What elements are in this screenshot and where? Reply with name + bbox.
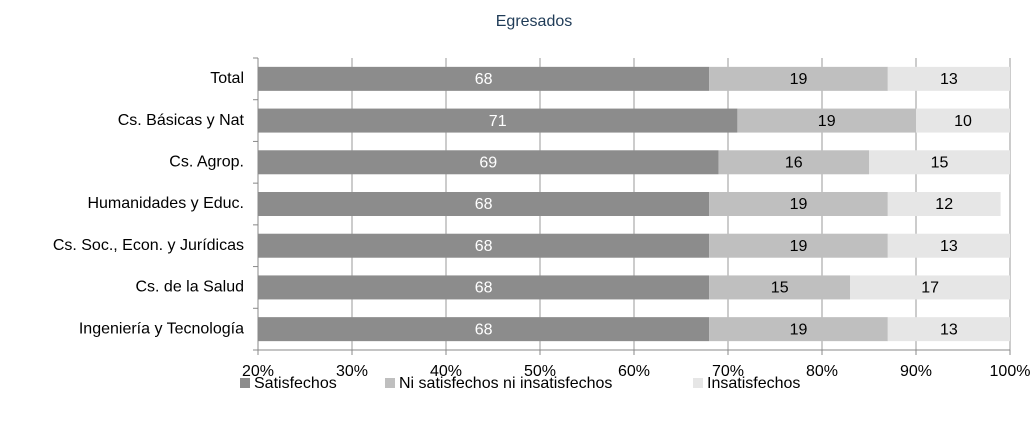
bar-segment — [258, 275, 710, 300]
legend-label: Ni satisfechos ni insatisfechos — [399, 375, 612, 392]
bar-segment — [887, 317, 1010, 342]
data-label: 13 — [940, 321, 958, 338]
bar-segment — [887, 66, 1010, 91]
data-label: 71 — [489, 113, 507, 130]
data-label: 10 — [954, 113, 972, 130]
bar-segment — [887, 192, 1001, 216]
bar-segment — [258, 233, 710, 258]
bar-segment — [258, 192, 710, 216]
x-tick-label: 50% — [524, 363, 556, 380]
bar-segment — [709, 317, 888, 342]
bar-segment — [709, 275, 851, 300]
data-label: 19 — [790, 71, 808, 88]
y-tick-label: Total — [210, 70, 244, 87]
y-tick-label: Cs. Agrop. — [169, 154, 244, 171]
data-label: 13 — [940, 71, 958, 88]
x-tick-label: 20% — [242, 363, 274, 380]
bar-segment — [258, 66, 710, 91]
data-label: 19 — [790, 196, 808, 213]
data-label: 68 — [475, 280, 493, 297]
bar-segment — [709, 233, 888, 258]
bar-segment — [258, 317, 710, 342]
y-tick-label: Humanidades y Educ. — [87, 195, 244, 212]
y-tick-label: Cs. de la Salud — [135, 279, 244, 296]
x-tick-label: 70% — [712, 363, 744, 380]
data-label: 69 — [479, 155, 497, 172]
legend-swatch — [385, 378, 395, 388]
bar-segment — [709, 192, 888, 216]
x-tick-label: 40% — [430, 363, 462, 380]
data-label: 13 — [940, 238, 958, 255]
data-label: 19 — [790, 238, 808, 255]
y-tick-label: Cs. Soc., Econ. y Jurídicas — [53, 237, 244, 254]
x-tick-label: 60% — [618, 363, 650, 380]
legend-label: Satisfechos — [254, 375, 337, 392]
bar-segment — [869, 150, 1010, 175]
bar-segment — [916, 108, 1010, 133]
x-tick-label: 90% — [900, 363, 932, 380]
bar-segment — [258, 150, 719, 175]
data-label: 15 — [771, 280, 789, 297]
bar-segment — [887, 233, 1010, 258]
chart-title: Egresados — [496, 13, 573, 30]
data-label: 16 — [785, 155, 803, 172]
data-label: 68 — [475, 321, 493, 338]
bar-segment — [258, 108, 738, 133]
legend-swatch — [240, 378, 250, 388]
data-label: 68 — [475, 196, 493, 213]
data-label: 12 — [935, 196, 953, 213]
legend-swatch — [693, 378, 703, 388]
x-tick-label: 80% — [806, 363, 838, 380]
data-label: 19 — [790, 321, 808, 338]
data-label: 68 — [475, 71, 493, 88]
bar-segment — [737, 108, 916, 133]
y-tick-label: Ingeniería y Tecnología — [79, 320, 244, 337]
x-tick-label: 30% — [336, 363, 368, 380]
legend-label: Insatisfechos — [707, 375, 800, 392]
data-label: 68 — [475, 238, 493, 255]
bar-segment — [850, 275, 1010, 300]
bar-segment — [709, 66, 888, 91]
data-label: 15 — [931, 155, 949, 172]
x-tick-label: 100% — [990, 363, 1031, 380]
data-label: 17 — [921, 280, 939, 297]
y-tick-label: Cs. Básicas y Nat — [118, 112, 245, 129]
bar-segment — [718, 150, 869, 175]
data-label: 19 — [818, 113, 836, 130]
